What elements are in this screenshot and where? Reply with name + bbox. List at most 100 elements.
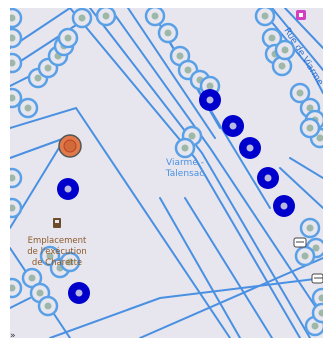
- transit-stop-dot: [102, 12, 110, 20]
- transit-stop-icon[interactable]: [10, 8, 23, 29]
- blue-stop-inner: [229, 122, 237, 130]
- corner-mark: »: [10, 331, 16, 338]
- transit-stop-ring: [311, 302, 323, 324]
- transit-stop-dot: [78, 14, 86, 22]
- transit-stop-dot: [10, 204, 16, 212]
- transit-stop-icon[interactable]: [59, 251, 81, 273]
- selected-stop-inner: [63, 139, 77, 153]
- blue-stop-icon[interactable]: [57, 178, 79, 200]
- transit-stop-dot: [312, 244, 320, 252]
- transit-stop-icon[interactable]: [299, 117, 321, 139]
- transit-stop-dot: [36, 289, 44, 297]
- blue-stop-icon[interactable]: [239, 137, 261, 159]
- transit-stop-dot: [311, 322, 319, 330]
- transit-stop-dot: [10, 174, 16, 182]
- transit-stop-icon[interactable]: [95, 8, 117, 27]
- bus-stop-icon[interactable]: [311, 273, 323, 284]
- transit-stop-icon[interactable]: [57, 27, 79, 49]
- tram-line: [10, 106, 231, 338]
- transit-stop-dot: [281, 46, 289, 54]
- station-label-line2: Talensac: [165, 169, 204, 179]
- tram-line: [89, 8, 311, 338]
- blue-stop-inner: [75, 289, 83, 297]
- transit-stop-icon[interactable]: [299, 97, 321, 119]
- blue-stop-icon[interactable]: [68, 282, 90, 304]
- transit-stop-dot: [184, 66, 192, 74]
- tram-line: [69, 8, 301, 338]
- blue-stop-icon[interactable]: [257, 167, 279, 189]
- tram-line: [10, 137, 66, 159]
- transit-stop-dot: [306, 104, 314, 112]
- transit-stop-icon[interactable]: [71, 8, 93, 29]
- transit-stop-icon[interactable]: [299, 217, 321, 239]
- transit-stop-icon[interactable]: [10, 277, 23, 299]
- map-canvas[interactable]: Viarme - Talensac Rue de Viarme Emplacem…: [10, 8, 323, 338]
- blue-stop-icon[interactable]: [273, 195, 295, 217]
- transit-stop-dot: [296, 89, 304, 97]
- tram-line: [10, 297, 31, 309]
- transit-stop-dot: [10, 59, 16, 67]
- transit-stop-dot: [318, 294, 323, 302]
- transit-stop-dot: [10, 284, 16, 292]
- transit-stop-icon[interactable]: [274, 39, 296, 61]
- transit-stop-dot: [278, 62, 286, 70]
- tram-line: [271, 8, 323, 71]
- transit-stop-icon[interactable]: [10, 197, 23, 219]
- transit-stop-dot: [46, 252, 54, 260]
- transit-stop-dot: [306, 224, 314, 232]
- transit-stop-dot: [10, 14, 16, 22]
- poi-label-line2: de l'exécution: [27, 246, 86, 257]
- transit-stop-dot: [306, 124, 314, 132]
- transit-stop-icon[interactable]: [174, 137, 196, 159]
- blue-stop-inner: [246, 144, 254, 152]
- transit-stop-dot: [64, 34, 72, 42]
- transit-stop-icon[interactable]: [144, 8, 166, 27]
- transit-stop-dot: [66, 258, 74, 266]
- blue-stop-icon[interactable]: [199, 89, 221, 111]
- transit-stop-dot: [44, 302, 52, 310]
- transit-stop-dot: [261, 12, 269, 20]
- tram-line: [139, 257, 323, 338]
- map-viewport[interactable]: Viarme - Talensac Rue de Viarme Emplacem…: [10, 8, 323, 338]
- poi-label-line1: Emplacement: [28, 236, 87, 246]
- transit-stop-icon[interactable]: [10, 87, 23, 109]
- transit-stop-icon[interactable]: [10, 27, 23, 49]
- transit-stop-dot: [44, 64, 52, 72]
- transit-stop-dot: [268, 34, 276, 42]
- transit-stop-icon[interactable]: [10, 167, 23, 189]
- transit-stop-icon[interactable]: [254, 8, 276, 27]
- tram-line: [109, 8, 323, 319]
- transit-stop-dot: [10, 94, 16, 102]
- magenta-marker-detail: [299, 13, 303, 17]
- poi-label-line3: de Charette: [32, 258, 82, 268]
- transit-stop-dot: [10, 34, 16, 42]
- transit-stop-dot: [301, 252, 309, 260]
- transit-stop-icon[interactable]: [10, 52, 23, 74]
- bus-stop-icon[interactable]: [293, 237, 307, 248]
- transit-stop-icon[interactable]: [289, 82, 311, 104]
- transit-stop-icon[interactable]: [296, 10, 306, 20]
- transit-stop-dot: [316, 134, 323, 142]
- transit-stop-dot: [176, 52, 184, 60]
- transit-stops: [10, 8, 323, 337]
- memorial-icon-detail: [55, 220, 59, 223]
- transit-stop-icon[interactable]: [294, 245, 316, 267]
- transit-stop-icon[interactable]: [17, 97, 39, 119]
- transit-stop-icon[interactable]: [311, 302, 323, 324]
- transit-stop-dot: [206, 82, 214, 90]
- tram-line: [127, 8, 216, 139]
- memorial-icon[interactable]: [53, 218, 61, 228]
- transit-stop-dot: [34, 74, 42, 82]
- transit-stop-icon[interactable]: [157, 22, 179, 44]
- blue-stop-inner: [280, 202, 288, 210]
- blue-stop-inner: [206, 96, 214, 104]
- blue-stop-icon[interactable]: [222, 115, 244, 137]
- blue-stops: [57, 89, 295, 304]
- blue-stop-inner: [264, 174, 272, 182]
- station-label-line1: Viarme -: [166, 158, 204, 168]
- tram-line: [159, 197, 241, 338]
- transit-stop-icon[interactable]: [37, 295, 59, 317]
- tram-line: [49, 277, 323, 338]
- selected-stop[interactable]: [58, 134, 82, 158]
- transit-stop-dot: [164, 29, 172, 37]
